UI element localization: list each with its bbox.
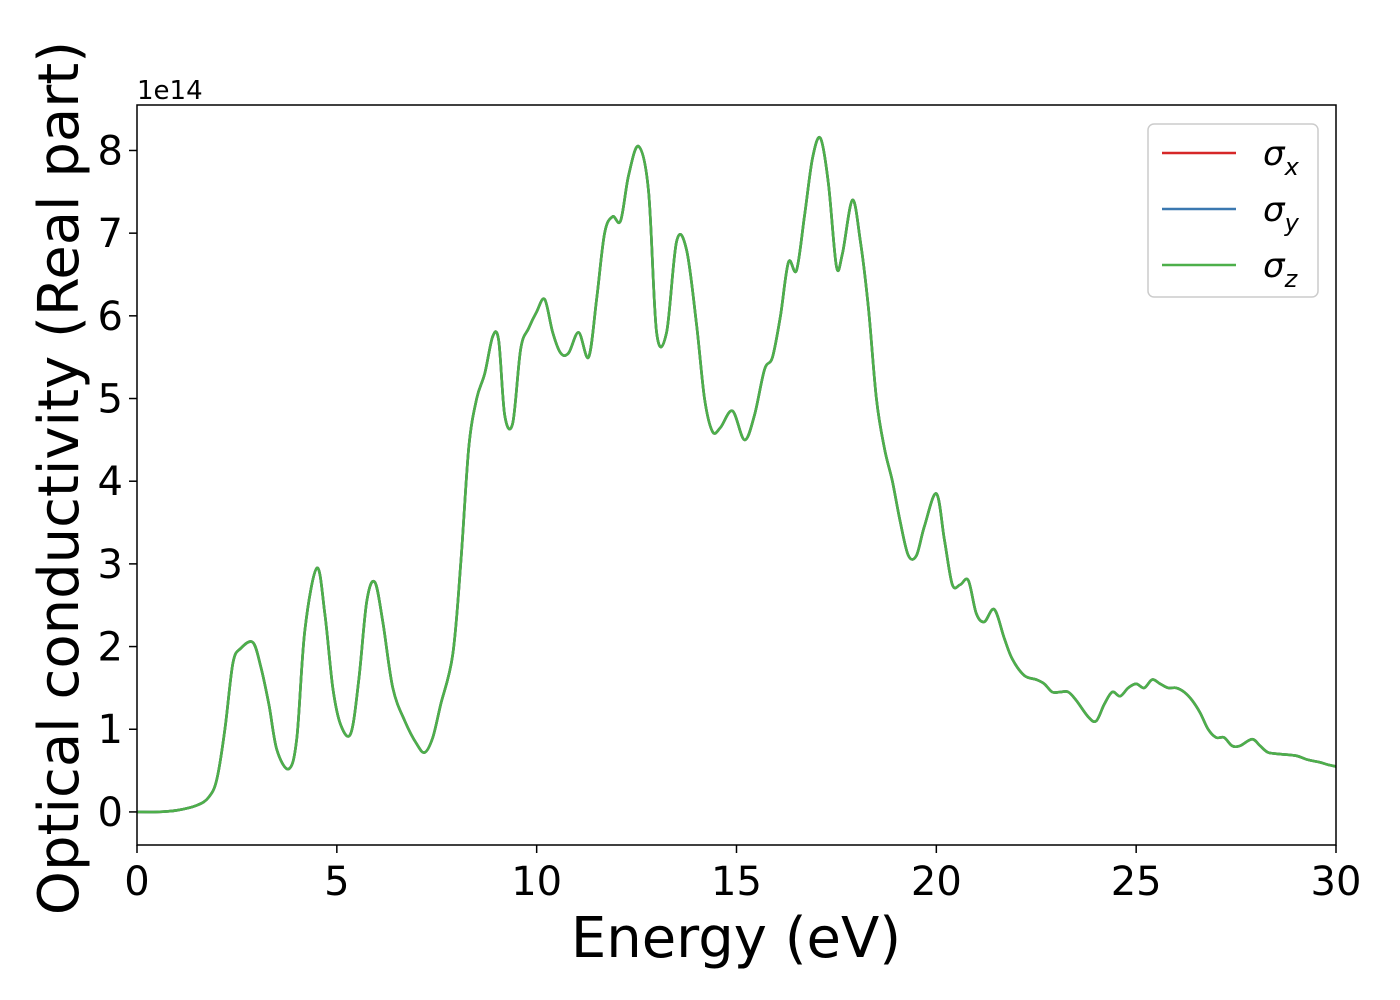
x-tick-label: 30 <box>1311 859 1362 905</box>
x-tick-label: 20 <box>911 859 962 905</box>
legend: σx σy σz <box>1147 123 1319 298</box>
legend-box <box>1147 123 1319 298</box>
x-axis-ticks: 0 5 10 15 20 25 30 <box>124 845 1361 905</box>
y-tick-label: 5 <box>98 377 123 423</box>
y-tick-label: 2 <box>98 625 123 671</box>
y-axis-ticks: 0 1 2 3 4 5 6 7 8 <box>98 128 137 836</box>
y-tick-label: 0 <box>98 790 123 836</box>
x-axis-title: Energy (eV) <box>571 906 901 971</box>
y-tick-label: 4 <box>98 459 123 505</box>
legend-label-x: σx <box>1263 134 1300 181</box>
y-tick-label: 8 <box>98 128 123 174</box>
x-tick-label: 5 <box>324 859 349 905</box>
legend-label-z: σz <box>1263 246 1299 293</box>
x-tick-label: 15 <box>711 859 762 905</box>
legend-label-y: σy <box>1263 190 1300 237</box>
y-tick-label: 7 <box>98 211 123 257</box>
y-offset-label: 1e14 <box>137 76 203 106</box>
x-tick-label: 10 <box>511 859 562 905</box>
y-tick-label: 3 <box>98 542 123 588</box>
x-tick-label: 0 <box>124 859 149 905</box>
y-tick-label: 1 <box>98 707 123 753</box>
y-tick-label: 6 <box>98 294 123 340</box>
series-layer <box>137 135 1336 814</box>
x-tick-label: 25 <box>1111 859 1162 905</box>
y-axis-title: Optical conductivity (Real part) <box>27 41 92 915</box>
series-line-z <box>137 135 1336 814</box>
plot-area <box>137 105 1336 845</box>
